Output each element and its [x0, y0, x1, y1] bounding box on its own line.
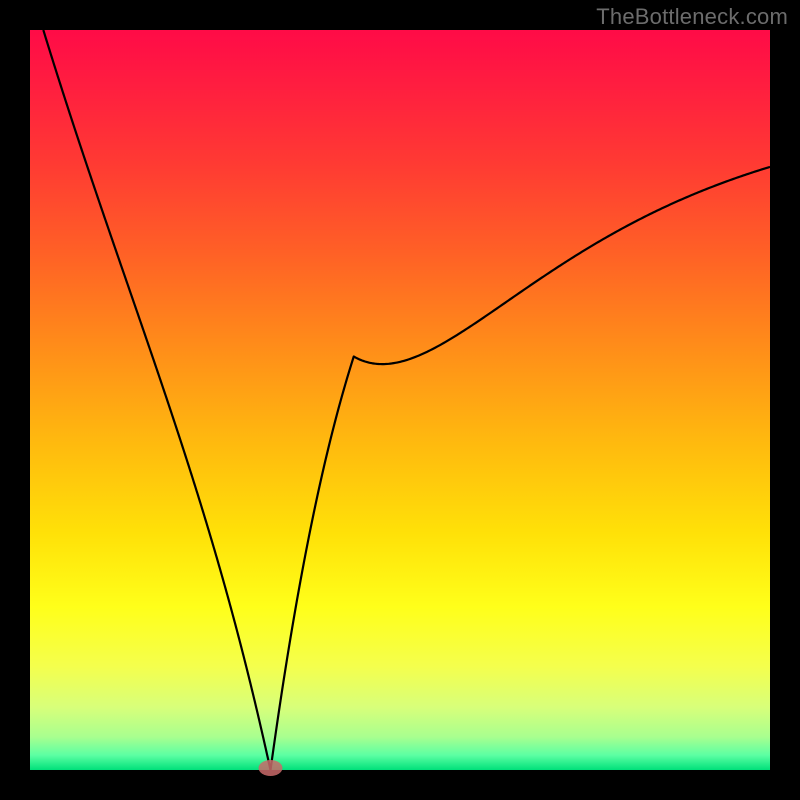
- chart-container: TheBottleneck.com: [0, 0, 800, 800]
- apex-marker: [259, 760, 283, 776]
- watermark-text: TheBottleneck.com: [596, 4, 788, 30]
- bottleneck-curve-chart: [0, 0, 800, 800]
